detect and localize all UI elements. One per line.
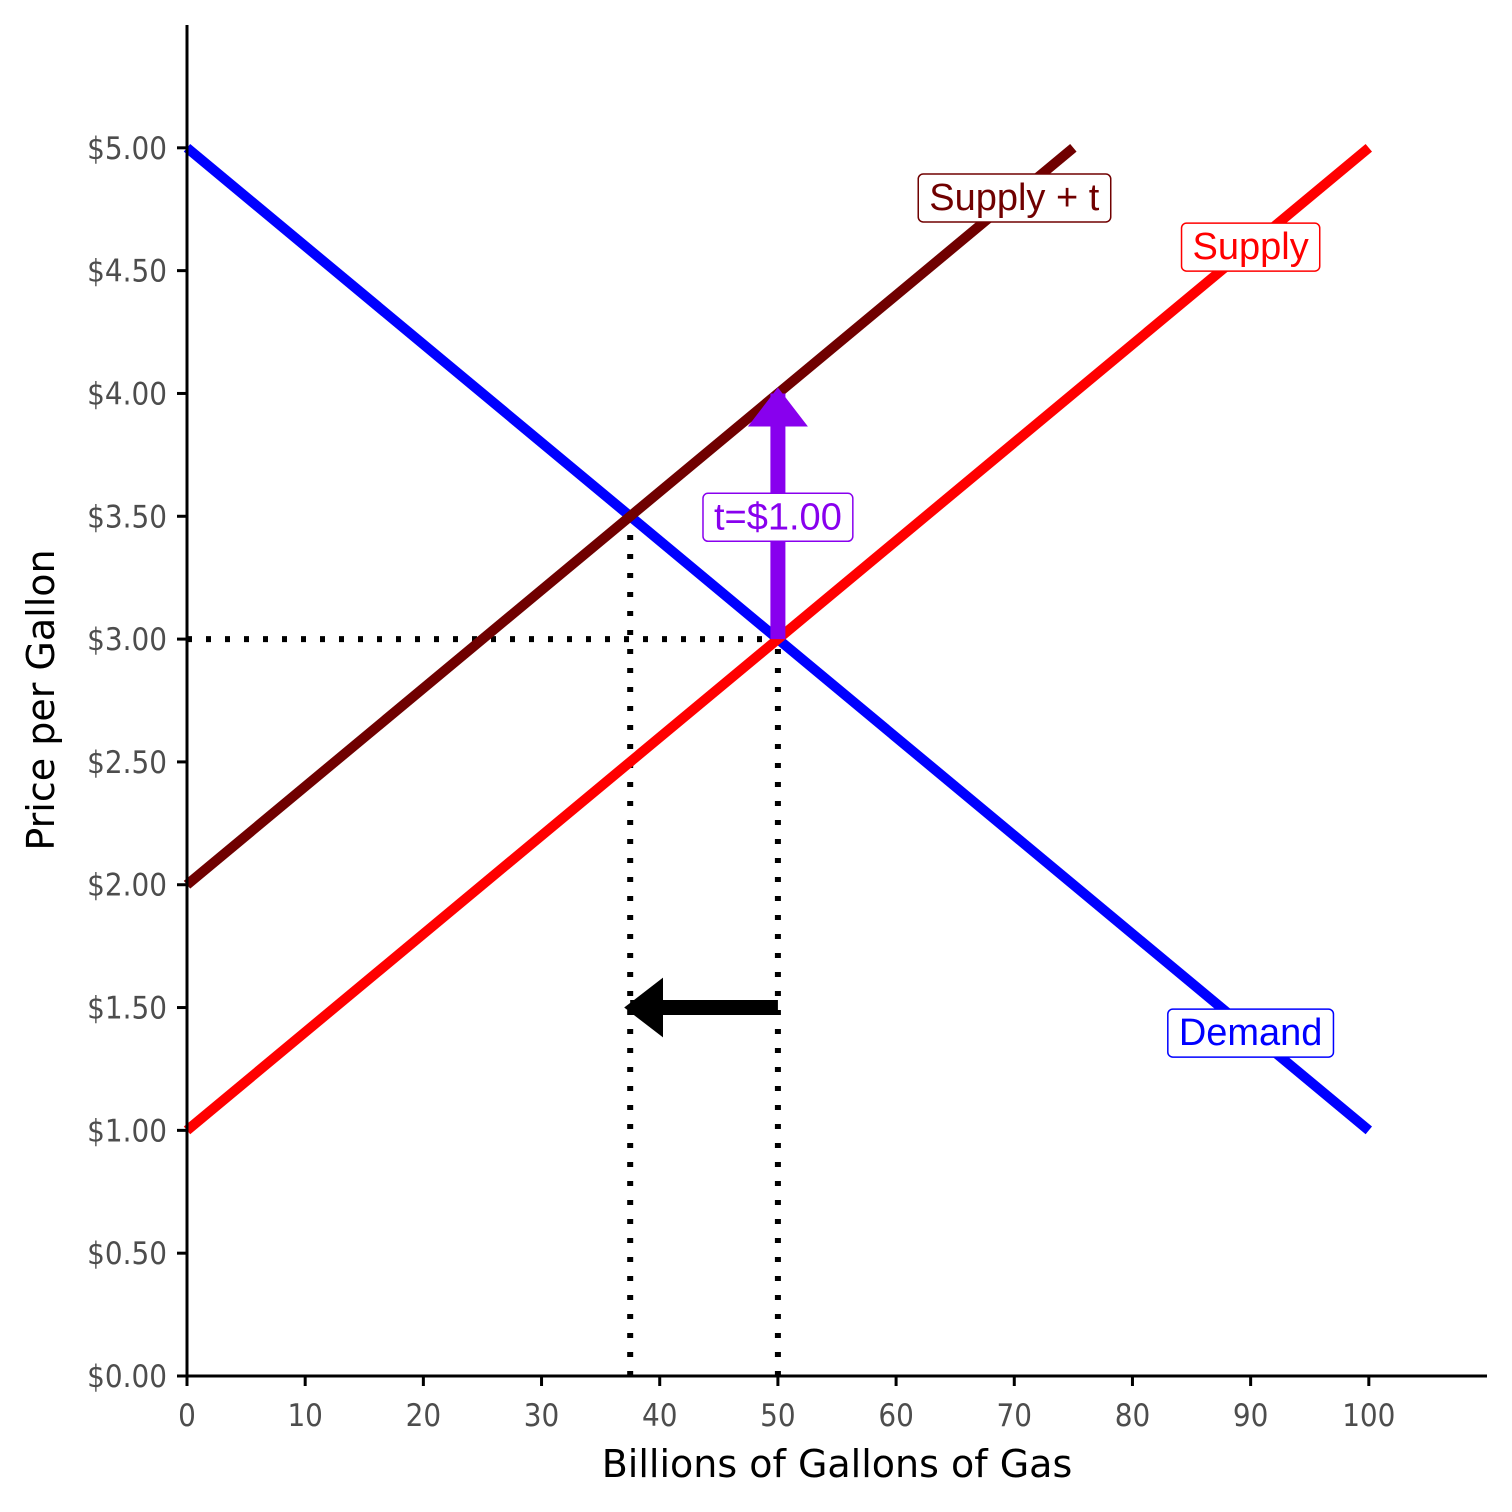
demand-label-text: Demand (1179, 1012, 1323, 1054)
y-tick-label: $2.00 (87, 868, 167, 904)
x-tick-label: 80 (1115, 1398, 1150, 1434)
supply-label-text: Supply (1193, 226, 1309, 268)
supply-plus-t-label: Supply + t (917, 173, 1112, 223)
x-tick-label: 70 (997, 1398, 1032, 1434)
curve-labels: Supply + t Supply Demand t=$1.00 (702, 173, 1335, 1058)
x-axis-ticks: 0 10 20 30 40 50 60 70 80 90 100 (178, 1376, 1395, 1434)
demand-label: Demand (1167, 1008, 1335, 1058)
y-tick-label: $1.00 (87, 1113, 167, 1149)
y-tick-label: $0.00 (87, 1359, 167, 1395)
y-tick-label: $0.50 (87, 1236, 167, 1272)
supply-plus-t-label-box (917, 173, 1112, 223)
y-tick-label: $1.50 (87, 991, 167, 1027)
tax-label-box (702, 492, 854, 543)
y-tick-label: $4.00 (87, 376, 167, 412)
y-tick-label: $5.00 (87, 131, 167, 167)
x-tick-label: 60 (878, 1398, 913, 1434)
x-tick-label: 0 (178, 1398, 196, 1434)
y-tick-label: $4.50 (87, 254, 167, 290)
x-tick-label: 20 (406, 1398, 441, 1434)
y-tick-label: $3.00 (87, 622, 167, 658)
y-axis-ticks: $0.00 $0.50 $1.00 $1.50 $2.00 $2.50 $3.00 $3.50… (87, 131, 187, 1395)
series-lines (183, 143, 1373, 1135)
supply-line (183, 143, 1373, 1135)
x-tick-label: 100 (1342, 1398, 1395, 1434)
x-tick-label: 50 (760, 1398, 795, 1434)
demand-label-box (1167, 1008, 1335, 1058)
x-tick-label: 40 (642, 1398, 677, 1434)
x-axis-title: Billions of Gallons of Gas (602, 1442, 1073, 1486)
tax-label: t=$1.00 (702, 492, 854, 543)
x-tick-label: 10 (287, 1398, 322, 1434)
x-tick-label: 30 (524, 1398, 559, 1434)
tax-label-text: t=$1.00 (714, 496, 842, 538)
axes: 0 10 20 30 40 50 60 70 80 90 100 $0.00 $0.50 $1.00 $1… (87, 25, 1487, 1434)
x-tick-label: 90 (1233, 1398, 1268, 1434)
y-axis-title: Price per Gallon (19, 549, 63, 850)
supply-t-line (183, 143, 1077, 889)
supply-plus-t-label-text: Supply + t (929, 177, 1099, 219)
supply-label: Supply (1180, 222, 1321, 272)
y-tick-label: $3.50 (87, 499, 167, 535)
reference-lines (187, 516, 781, 1376)
y-tick-label: $2.50 (87, 745, 167, 781)
supply-label-box (1180, 222, 1321, 272)
